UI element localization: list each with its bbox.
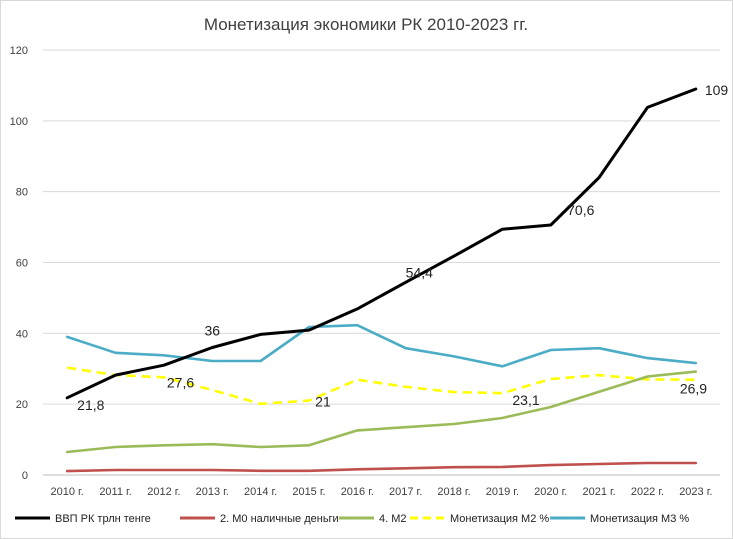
series-line-1: [65, 461, 698, 473]
y-axis-ticks: 0 20 40 60 80 100 120: [10, 45, 28, 482]
series-line-3: [67, 366, 696, 406]
data-label: 23,1: [512, 392, 539, 408]
series-line-2: [65, 370, 698, 454]
chart-title: Монетизация экономики РК 2010-2023 гг.: [204, 15, 528, 34]
data-label: 36: [204, 323, 220, 339]
y-tick-label: 40: [16, 328, 28, 340]
legend-label: ВВП РК трлн тенге: [55, 513, 151, 525]
legend-label: Монетизация М2 %: [450, 513, 549, 525]
x-tick-label: 2021 г.: [582, 486, 615, 498]
x-tick-label: 2016 г.: [341, 486, 374, 498]
data-label: 26,9: [680, 381, 707, 397]
x-tick-label: 2015 г.: [292, 486, 325, 498]
gridlines: [43, 49, 720, 476]
y-tick-label: 100: [10, 116, 28, 128]
y-tick-label: 60: [16, 258, 28, 270]
x-tick-label: 2012 г.: [147, 486, 180, 498]
data-label: 70,6: [567, 202, 594, 218]
x-tick-label: 2017 г.: [389, 486, 422, 498]
x-tick-label: 2011 г.: [99, 486, 131, 498]
data-label: 21,8: [77, 397, 104, 413]
x-axis-ticks: 2010 г. 2011 г. 2012 г. 2013 г. 2014 г. 2015 …: [51, 486, 713, 498]
data-label: 27,6: [167, 374, 194, 390]
x-tick-label: 2022 г.: [631, 486, 664, 498]
x-tick-label: 2023 г.: [679, 486, 712, 498]
data-labels: 21,8 36 54,4 70,6 109 27,6 21 23,1 26,9: [77, 82, 728, 413]
legend-label: 2. М0 наличные деньги: [220, 513, 339, 525]
x-tick-label: 2020 г.: [534, 486, 567, 498]
y-tick-label: 120: [10, 45, 28, 57]
y-tick-label: 80: [16, 187, 28, 199]
x-tick-label: 2013 г.: [196, 486, 229, 498]
x-tick-label: 2014 г.: [244, 486, 277, 498]
x-tick-label: 2010 г.: [51, 486, 84, 498]
legend: ВВП РК трлн тенге 2. М0 наличные деньги 4.…: [15, 513, 689, 525]
x-tick-label: 2019 г.: [486, 486, 519, 498]
series-line-0: [65, 87, 698, 400]
series-line-4: [65, 323, 698, 368]
data-label: 54,4: [406, 264, 433, 280]
y-tick-label: 20: [16, 399, 28, 411]
legend-label: Монетизация М3 %: [590, 513, 689, 525]
data-label: 21: [315, 394, 331, 410]
x-tick-label: 2018 г.: [437, 486, 470, 498]
y-tick-label: 0: [22, 470, 28, 482]
data-label: 109: [705, 82, 729, 98]
series-lines: [65, 87, 698, 473]
legend-label: 4. М2: [379, 513, 407, 525]
